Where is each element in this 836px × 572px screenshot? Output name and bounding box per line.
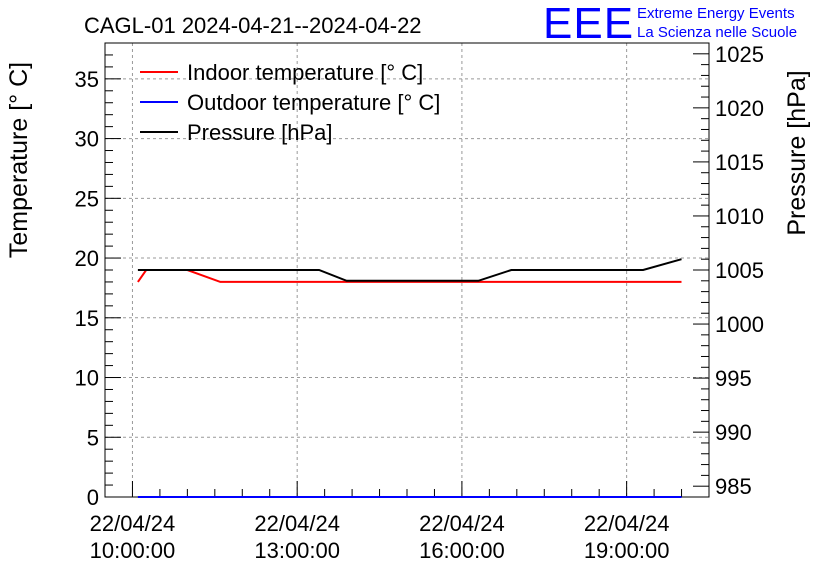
y-tick-label: 30 bbox=[75, 127, 99, 152]
y-tick-label: 15 bbox=[75, 306, 99, 331]
legend-label-3: Pressure [hPa] bbox=[187, 120, 333, 145]
y2-axis-label: Pressure [hPa] bbox=[783, 70, 811, 235]
y2-tick-label: 995 bbox=[715, 366, 752, 391]
y-tick-label: 20 bbox=[75, 246, 99, 271]
x-tick-label-date: 22/04/24 bbox=[90, 511, 176, 536]
chart-title: CAGL-01 2024-04-21--2024-04-22 bbox=[84, 13, 422, 38]
y2-tick-label: 1015 bbox=[715, 150, 764, 175]
axis-labels: CAGL-01 2024-04-21--2024-04-22 Temperatur… bbox=[5, 13, 811, 258]
legend-label-2: Outdoor temperature [° C] bbox=[187, 90, 440, 115]
x-tick-label-date: 22/04/24 bbox=[584, 511, 670, 536]
y-tick-label: 25 bbox=[75, 186, 99, 211]
y2-tick-label: 1020 bbox=[715, 96, 764, 121]
series bbox=[137, 258, 682, 498]
y-tick-label: 0 bbox=[87, 485, 99, 510]
y2-tick-label: 1005 bbox=[715, 258, 764, 283]
logo-caption: Extreme Energy Events La Scienza nelle S… bbox=[637, 4, 797, 42]
x-tick-label-time: 16:00:00 bbox=[419, 538, 505, 563]
y-tick-label: 5 bbox=[87, 425, 99, 450]
x-tick-label-time: 10:00:00 bbox=[90, 538, 176, 563]
x-tick-label-date: 22/04/24 bbox=[419, 511, 505, 536]
legend: Indoor temperature [° C] Outdoor temperat… bbox=[140, 60, 440, 145]
axes: 0510152025303598599099510001005101010151… bbox=[75, 42, 764, 563]
logo-line-1: Extreme Energy Events bbox=[637, 5, 795, 22]
y2-tick-label: 990 bbox=[715, 420, 752, 445]
x-tick-label-time: 13:00:00 bbox=[254, 538, 340, 563]
y2-tick-label: 1000 bbox=[715, 312, 764, 337]
y2-tick-label: 985 bbox=[715, 474, 752, 499]
eee-logo: EEE bbox=[543, 0, 635, 48]
x-tick-label-time: 19:00:00 bbox=[584, 538, 670, 563]
y-axis-label: Temperature [° C] bbox=[5, 62, 33, 258]
y2-tick-label: 1025 bbox=[715, 42, 764, 67]
series-line-3 bbox=[137, 258, 682, 282]
y-tick-label: 10 bbox=[75, 366, 99, 391]
x-tick-label-date: 22/04/24 bbox=[254, 511, 340, 536]
y2-tick-label: 1010 bbox=[715, 204, 764, 229]
logo-line-2: La Scienza nelle Scuole bbox=[637, 24, 798, 41]
grid bbox=[105, 43, 709, 497]
legend-label-1: Indoor temperature [° C] bbox=[187, 60, 423, 85]
y-tick-label: 35 bbox=[75, 67, 99, 92]
